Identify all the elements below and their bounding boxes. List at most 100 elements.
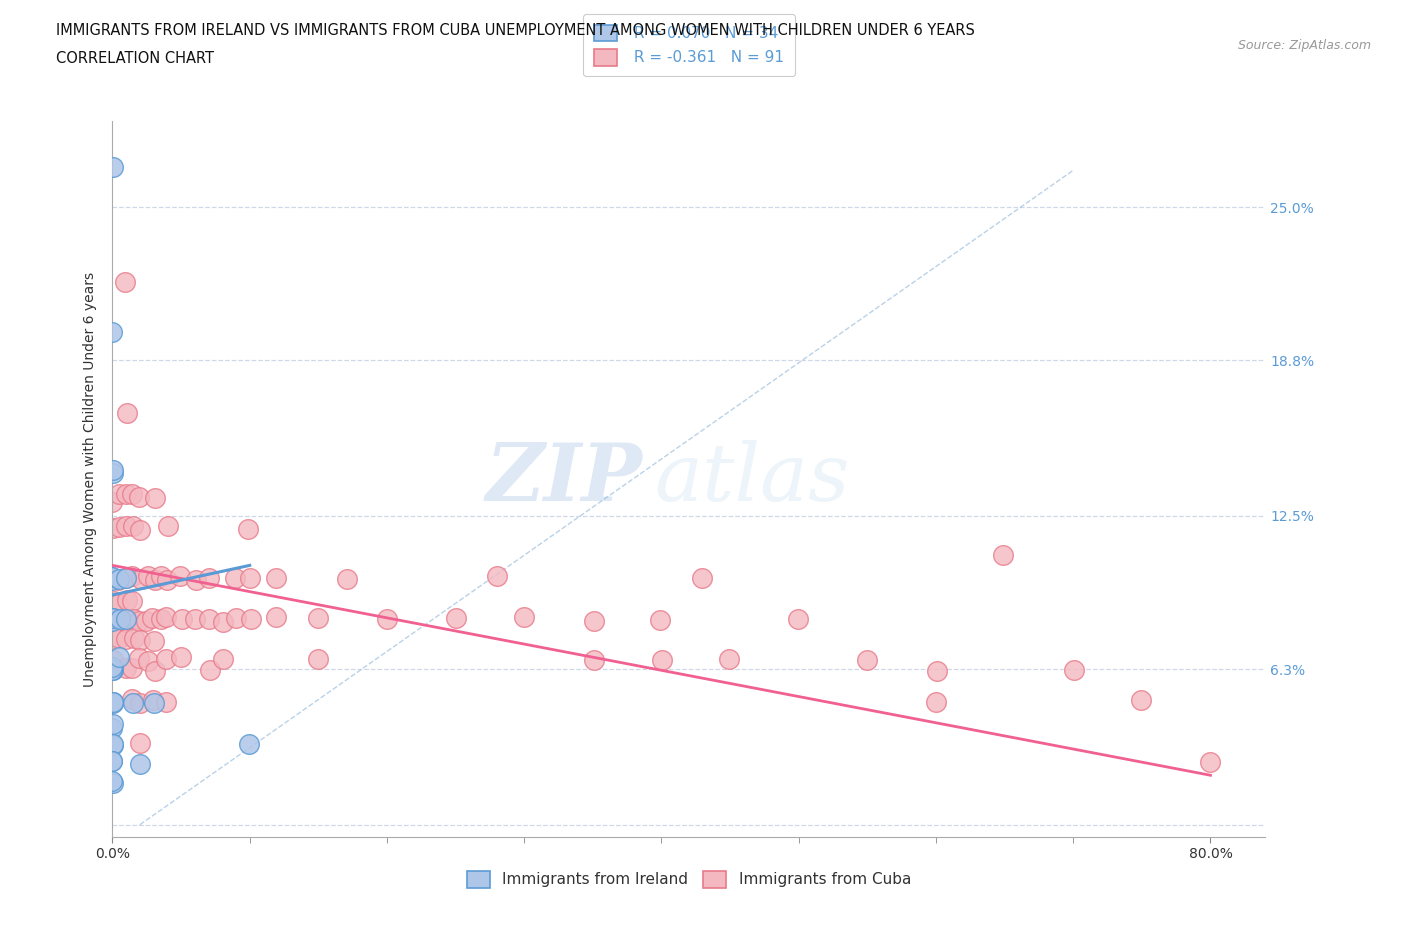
Point bbox=[124, 611, 146, 626]
Point bbox=[264, 570, 287, 585]
Point bbox=[239, 571, 262, 586]
Point bbox=[129, 736, 152, 751]
Point bbox=[143, 696, 166, 711]
Point bbox=[121, 569, 143, 584]
Point bbox=[101, 570, 124, 585]
Point bbox=[115, 612, 138, 627]
Point bbox=[101, 160, 124, 175]
Point bbox=[115, 519, 138, 534]
Point bbox=[101, 737, 124, 751]
Text: Source: ZipAtlas.com: Source: ZipAtlas.com bbox=[1237, 39, 1371, 52]
Point bbox=[101, 462, 124, 477]
Text: atlas: atlas bbox=[654, 440, 849, 518]
Point bbox=[143, 663, 166, 678]
Point bbox=[129, 572, 152, 587]
Point bbox=[108, 631, 131, 646]
Point bbox=[149, 612, 172, 627]
Point bbox=[212, 652, 235, 667]
Point bbox=[114, 274, 136, 289]
Point bbox=[124, 631, 146, 646]
Point bbox=[141, 611, 163, 626]
Point bbox=[135, 614, 157, 629]
Point bbox=[143, 572, 166, 587]
Point bbox=[103, 652, 125, 667]
Point bbox=[128, 650, 150, 665]
Point bbox=[856, 653, 879, 668]
Point bbox=[224, 571, 246, 586]
Point bbox=[101, 466, 124, 481]
Point bbox=[155, 651, 177, 666]
Point bbox=[101, 663, 124, 678]
Point bbox=[114, 661, 136, 676]
Point bbox=[266, 610, 288, 625]
Legend: Immigrants from Ireland, Immigrants from Cuba: Immigrants from Ireland, Immigrants from… bbox=[461, 865, 917, 894]
Point bbox=[444, 611, 467, 626]
Point bbox=[150, 569, 173, 584]
Point bbox=[101, 696, 124, 711]
Point bbox=[155, 610, 177, 625]
Point bbox=[787, 612, 810, 627]
Point bbox=[1129, 693, 1152, 708]
Point bbox=[108, 612, 131, 627]
Point bbox=[107, 573, 129, 588]
Point bbox=[101, 615, 124, 630]
Point bbox=[198, 570, 221, 585]
Point bbox=[169, 568, 191, 583]
Point bbox=[117, 405, 139, 420]
Point bbox=[307, 611, 329, 626]
Point bbox=[184, 612, 207, 627]
Point bbox=[136, 569, 159, 584]
Point bbox=[101, 695, 124, 710]
Point bbox=[101, 774, 124, 789]
Point bbox=[121, 519, 143, 534]
Point bbox=[136, 654, 159, 669]
Point bbox=[993, 548, 1015, 563]
Point bbox=[172, 611, 194, 626]
Point bbox=[103, 521, 125, 536]
Point bbox=[108, 650, 131, 665]
Point bbox=[107, 520, 129, 535]
Text: CORRELATION CHART: CORRELATION CHART bbox=[56, 51, 214, 66]
Point bbox=[115, 615, 138, 630]
Point bbox=[155, 695, 177, 710]
Point bbox=[115, 593, 138, 608]
Point bbox=[583, 614, 606, 629]
Point bbox=[100, 570, 122, 585]
Point bbox=[307, 652, 329, 667]
Point bbox=[101, 325, 124, 339]
Point bbox=[129, 756, 152, 771]
Point bbox=[143, 490, 166, 505]
Point bbox=[485, 569, 508, 584]
Point bbox=[101, 737, 124, 752]
Point bbox=[101, 610, 124, 625]
Point bbox=[115, 570, 138, 585]
Point bbox=[101, 721, 124, 736]
Point bbox=[101, 753, 124, 768]
Point bbox=[101, 611, 124, 626]
Point bbox=[690, 571, 713, 586]
Point bbox=[583, 652, 606, 667]
Point bbox=[101, 570, 124, 585]
Point bbox=[157, 519, 180, 534]
Point bbox=[651, 653, 673, 668]
Point bbox=[121, 660, 143, 675]
Point bbox=[142, 692, 165, 707]
Point bbox=[238, 521, 260, 536]
Point bbox=[128, 614, 150, 629]
Point bbox=[198, 663, 221, 678]
Point bbox=[101, 659, 124, 674]
Point bbox=[122, 696, 145, 711]
Point bbox=[114, 631, 136, 646]
Y-axis label: Unemployment Among Women with Children Under 6 years: Unemployment Among Women with Children U… bbox=[83, 272, 97, 686]
Point bbox=[101, 776, 124, 790]
Point bbox=[101, 695, 124, 710]
Point bbox=[1063, 662, 1085, 677]
Point bbox=[129, 632, 152, 647]
Point bbox=[108, 572, 131, 587]
Point bbox=[101, 753, 124, 768]
Point bbox=[114, 486, 136, 501]
Point bbox=[142, 633, 165, 648]
Point bbox=[121, 486, 143, 501]
Point bbox=[108, 486, 131, 501]
Point bbox=[101, 614, 124, 629]
